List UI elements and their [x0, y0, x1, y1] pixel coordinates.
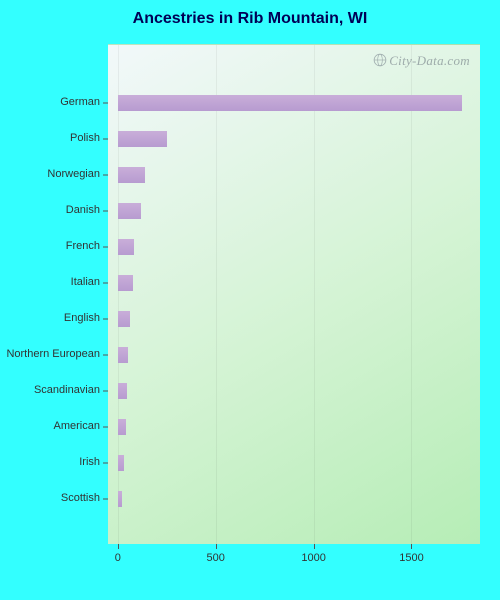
y-axis-label: German — [0, 96, 100, 108]
bar — [118, 131, 167, 147]
page-root: Ancestries in Rib Mountain, WI City-Data… — [0, 0, 500, 600]
x-tick — [216, 544, 217, 549]
globe-icon — [373, 53, 387, 67]
y-axis-label: Northern European — [0, 348, 100, 360]
y-axis-label: Danish — [0, 204, 100, 216]
bar — [118, 419, 126, 435]
y-tick — [103, 211, 108, 212]
y-axis-label: Irish — [0, 456, 100, 468]
y-tick — [103, 103, 108, 104]
bar — [118, 95, 463, 111]
y-tick — [103, 463, 108, 464]
y-tick — [103, 319, 108, 320]
x-axis-label: 1500 — [399, 552, 423, 564]
watermark: City-Data.com — [373, 53, 470, 69]
y-tick — [103, 175, 108, 176]
x-axis-label: 500 — [206, 552, 224, 564]
watermark-text: City-Data.com — [389, 53, 470, 68]
x-axis-label: 1000 — [301, 552, 325, 564]
x-tick — [118, 544, 119, 549]
y-axis-label: Polish — [0, 132, 100, 144]
y-tick — [103, 499, 108, 500]
y-tick — [103, 283, 108, 284]
gridline-v — [411, 45, 412, 544]
bar — [118, 347, 128, 363]
y-tick — [103, 247, 108, 248]
y-axis-label: French — [0, 240, 100, 252]
bar — [118, 239, 135, 255]
bar — [118, 311, 130, 327]
y-axis-label: English — [0, 312, 100, 324]
bar — [118, 491, 122, 507]
x-tick — [314, 544, 315, 549]
bar — [118, 275, 134, 291]
x-axis-label: 0 — [115, 552, 121, 564]
plot-area: City-Data.com — [108, 44, 480, 544]
chart-title: Ancestries in Rib Mountain, WI — [0, 10, 500, 28]
bar — [118, 455, 124, 471]
bar — [118, 203, 141, 219]
bar — [118, 383, 127, 399]
gridline-v — [216, 45, 217, 544]
gridline-v — [314, 45, 315, 544]
y-tick — [103, 139, 108, 140]
y-axis-label: Scandinavian — [0, 384, 100, 396]
y-tick — [103, 427, 108, 428]
y-tick — [103, 391, 108, 392]
y-axis-label: Italian — [0, 276, 100, 288]
y-tick — [103, 355, 108, 356]
x-tick — [411, 544, 412, 549]
y-axis-label: Norwegian — [0, 168, 100, 180]
y-axis-label: Scottish — [0, 492, 100, 504]
bar — [118, 167, 145, 183]
y-axis-label: American — [0, 420, 100, 432]
